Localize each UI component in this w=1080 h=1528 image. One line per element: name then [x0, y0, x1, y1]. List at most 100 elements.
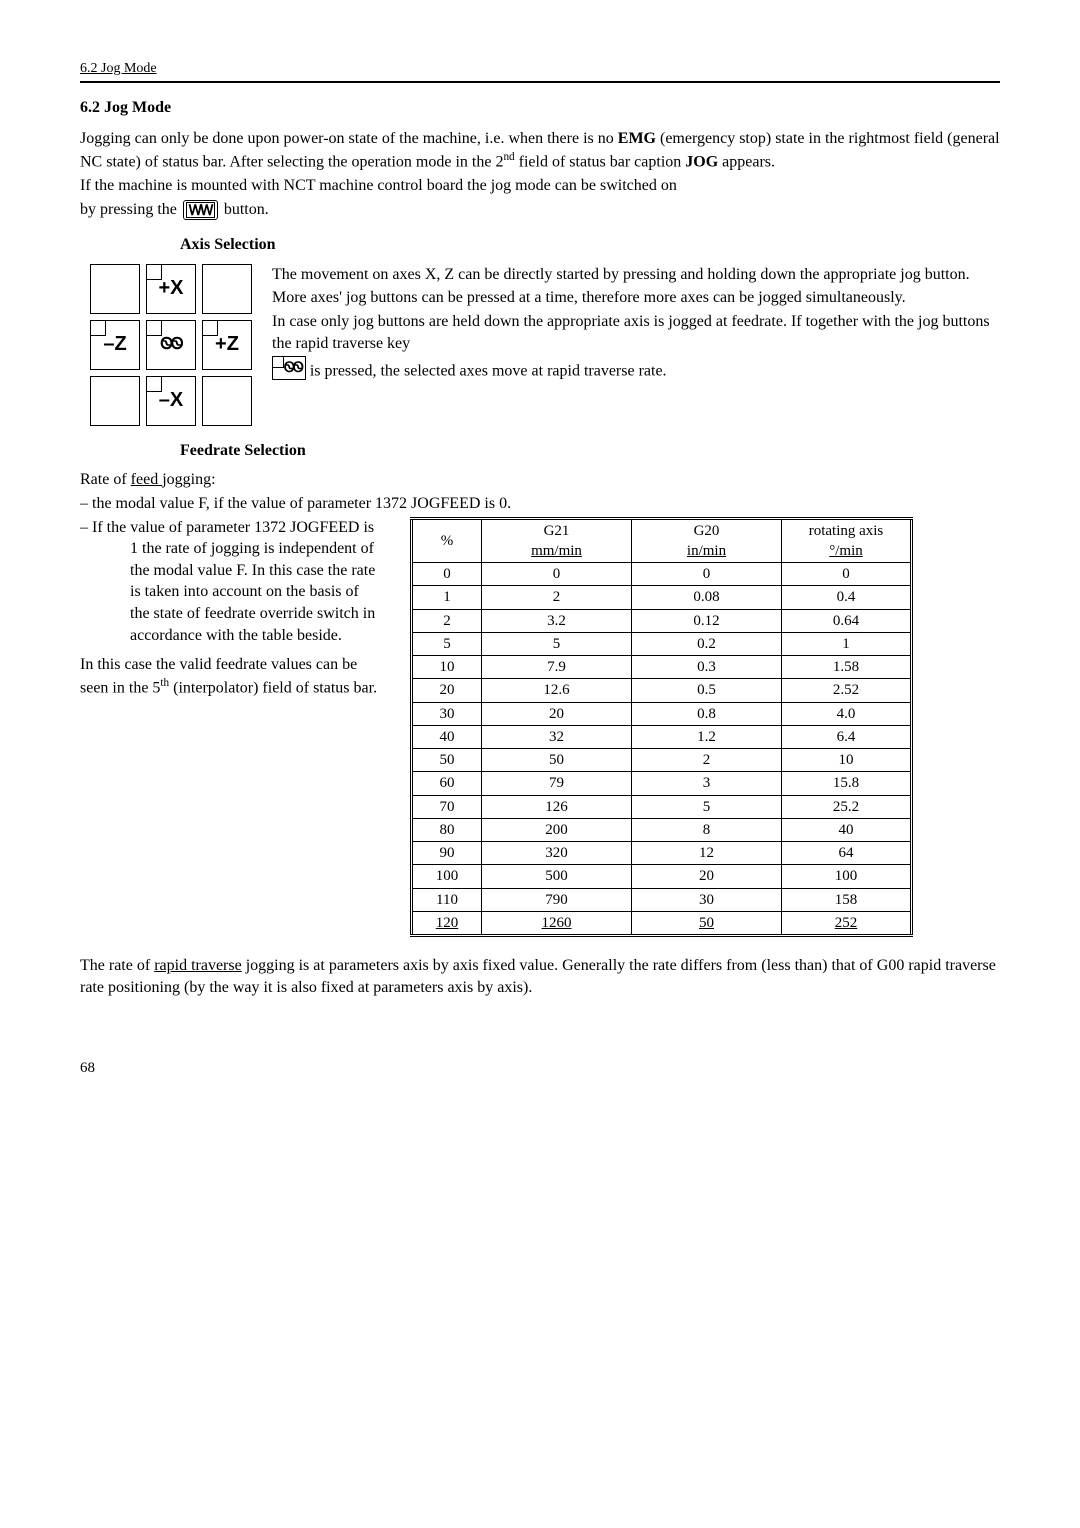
feed-l4b: (interpolator) field of status bar.: [169, 679, 377, 696]
sup-th: th: [160, 677, 169, 689]
table-row: 903201264: [412, 842, 912, 865]
th-percent: %: [412, 518, 482, 563]
table-cell: 158: [782, 888, 912, 911]
intro-paragraph: Jogging can only be done upon power-on s…: [80, 128, 1000, 173]
table-cell: 0.4: [782, 586, 912, 609]
table-cell: 5: [482, 632, 632, 655]
header-text: 6.2 Jog Mode: [80, 61, 157, 76]
table-cell: 12: [632, 842, 782, 865]
page-number: 68: [80, 1058, 1000, 1078]
table-cell: 0: [482, 563, 632, 586]
axis-button-grid: +X –Z ᏫᏫ +Z –X: [90, 264, 252, 426]
table-row: 11079030158: [412, 888, 912, 911]
feedrate-heading: Feedrate Selection: [180, 440, 1000, 462]
closing-u: rapid traverse: [154, 957, 242, 974]
intro-p3b: button.: [224, 201, 269, 218]
axis-plus-x-button: +X: [146, 264, 196, 314]
table-cell: 8: [632, 818, 782, 841]
table-header-row: % G21mm/min G20in/min rotating axis°/min: [412, 518, 912, 563]
axis-label-px: +X: [158, 275, 183, 302]
axis-cell-empty: [90, 264, 140, 314]
feed-l1a: Rate of: [80, 471, 131, 488]
table-cell: 500: [482, 865, 632, 888]
table-row: 0000: [412, 563, 912, 586]
table-cell: 1260: [482, 911, 632, 935]
table-cell: 0: [412, 563, 482, 586]
table-cell: 320: [482, 842, 632, 865]
feed-l1u: feed: [131, 471, 163, 488]
axis-t4-line: ᏫᏫ is pressed, the selected axes move at…: [272, 356, 1000, 382]
table-cell: 25.2: [782, 795, 912, 818]
axis-selection-heading: Axis Selection: [180, 234, 1000, 256]
table-row: 120.080.4: [412, 586, 912, 609]
table-cell: 6.4: [782, 725, 912, 748]
table-cell: 64: [782, 842, 912, 865]
table-cell: 30: [412, 702, 482, 725]
table-cell: 2.52: [782, 679, 912, 702]
table-cell: 70: [412, 795, 482, 818]
table-cell: 10: [782, 749, 912, 772]
table-cell: 120: [412, 911, 482, 935]
table-cell: 15.8: [782, 772, 912, 795]
feedrate-table: % G21mm/min G20in/min rotating axis°/min…: [410, 517, 913, 938]
table-row: 2012.60.52.52: [412, 679, 912, 702]
header-rule: [80, 81, 1000, 83]
axis-label-pz: +Z: [215, 331, 239, 358]
table-row: 10050020100: [412, 865, 912, 888]
intro-p1d: appears.: [718, 153, 775, 170]
table-row: 550.21: [412, 632, 912, 655]
intro-p3a: by pressing the: [80, 201, 181, 218]
table-cell: 1.58: [782, 656, 912, 679]
axis-cell-empty: [202, 264, 252, 314]
axis-explanation: The movement on axes X, Z can be directl…: [272, 264, 1000, 385]
table-row: 80200840: [412, 818, 912, 841]
th-g20: G20in/min: [632, 518, 782, 563]
axis-t2: More axes' jog buttons can be pressed at…: [272, 287, 1000, 309]
section-title: 6.2 Jog Mode: [80, 97, 1000, 119]
table-cell: 20: [412, 679, 482, 702]
axis-cell-empty: [202, 376, 252, 426]
axis-t1: The movement on axes X, Z can be directl…: [272, 264, 1000, 286]
table-cell: 100: [412, 865, 482, 888]
th-g21: G21mm/min: [482, 518, 632, 563]
feed-l3: – If the value of parameter 1372 JOGFEED…: [80, 517, 380, 647]
jog-button-glyph: ᎳᎳ: [186, 202, 215, 218]
table-cell: 200: [482, 818, 632, 841]
table-cell: 0.2: [632, 632, 782, 655]
table-cell: 30: [632, 888, 782, 911]
table-cell: 3: [632, 772, 782, 795]
axis-t4: is pressed, the selected axes move at ra…: [306, 363, 667, 380]
table-cell: 110: [412, 888, 482, 911]
jog-button-icon: ᎳᎳ: [183, 200, 218, 220]
intro-p2: If the machine is mounted with NCT machi…: [80, 175, 1000, 197]
axis-plus-z-button: +Z: [202, 320, 252, 370]
table-cell: 0.3: [632, 656, 782, 679]
table-cell: 1: [412, 586, 482, 609]
axis-label-rapid: ᏫᏫ: [161, 334, 182, 356]
table-cell: 7.9: [482, 656, 632, 679]
table-cell: 100: [782, 865, 912, 888]
table-cell: 2: [632, 749, 782, 772]
table-row: 6079315.8: [412, 772, 912, 795]
axis-cell-empty: [90, 376, 140, 426]
table-cell: 1.2: [632, 725, 782, 748]
table-row: 70126525.2: [412, 795, 912, 818]
axis-t3: In case only jog buttons are held down t…: [272, 311, 1000, 354]
table-cell: 90: [412, 842, 482, 865]
table-cell: 20: [632, 865, 782, 888]
table-row: 107.90.31.58: [412, 656, 912, 679]
table-cell: 80: [412, 818, 482, 841]
table-row: 40321.26.4: [412, 725, 912, 748]
feed-l4: In this case the valid feedrate values c…: [80, 654, 380, 699]
axis-section: +X –Z ᏫᏫ +Z –X The movement on axes X, Z…: [80, 264, 1000, 426]
page-header: 6.2 Jog Mode: [80, 60, 1000, 79]
feed-l2: – the modal value F, if the value of par…: [80, 493, 1000, 515]
th-rot: rotating axis°/min: [782, 518, 912, 563]
table-cell: 1: [782, 632, 912, 655]
intro-p1a: Jogging can only be done upon power-on s…: [80, 130, 618, 147]
table-cell: 20: [482, 702, 632, 725]
rapid-glyph: ᏫᏫ: [276, 359, 302, 375]
table-row: 5050210: [412, 749, 912, 772]
feed-l1: Rate of feed jogging:: [80, 469, 1000, 491]
table-cell: 126: [482, 795, 632, 818]
